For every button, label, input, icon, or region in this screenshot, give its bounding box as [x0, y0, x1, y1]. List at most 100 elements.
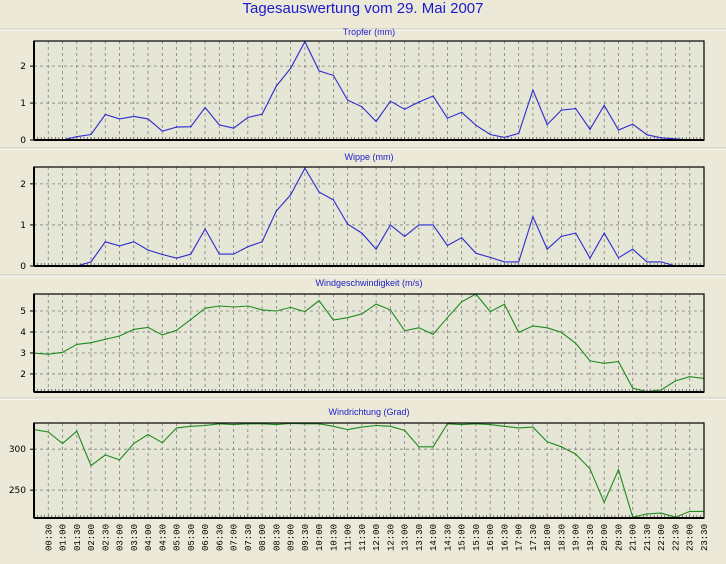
- x-tick-label: 01:30: [73, 524, 83, 551]
- data-point: [361, 426, 363, 428]
- data-point: [532, 216, 534, 218]
- data-point: [218, 253, 220, 255]
- data-point: [575, 108, 577, 110]
- x-tick-label: 19:00: [572, 524, 582, 551]
- data-point: [104, 241, 106, 243]
- x-tick-label: 17:00: [515, 524, 525, 551]
- plot-background: [34, 423, 704, 518]
- data-point: [361, 106, 363, 108]
- plot-background: [34, 41, 704, 140]
- chart-title: Tagesauswertung vom 29. Mai 2007: [242, 0, 484, 17]
- data-point: [161, 253, 163, 256]
- data-point: [375, 248, 377, 250]
- data-point: [232, 127, 235, 129]
- data-point: [646, 134, 648, 136]
- data-point: [76, 430, 78, 432]
- data-point: [247, 246, 249, 248]
- data-point: [61, 442, 64, 445]
- data-point: [575, 453, 577, 455]
- data-point: [118, 335, 121, 337]
- data-point: [518, 331, 520, 334]
- y-tick-label: 0: [20, 136, 26, 146]
- data-point: [147, 326, 149, 328]
- data-point: [617, 257, 620, 259]
- data-point: [261, 309, 263, 311]
- data-point: [418, 101, 420, 103]
- series-line: [33, 422, 704, 518]
- data-point: [461, 301, 463, 303]
- y-tick-label: 5: [20, 307, 26, 317]
- data-point: [204, 106, 206, 109]
- x-tick-label: 15:30: [472, 524, 482, 551]
- data-point: [603, 232, 605, 234]
- data-point: [660, 137, 662, 139]
- panel-title: Tropfer (mm): [343, 27, 395, 37]
- data-point: [503, 136, 506, 139]
- data-point: [161, 130, 163, 132]
- data-point: [589, 128, 591, 130]
- data-point: [375, 424, 377, 427]
- data-point: [546, 441, 548, 443]
- panel-title: Wippe (mm): [345, 152, 394, 162]
- data-point: [104, 113, 106, 116]
- data-point: [275, 210, 277, 212]
- data-point: [489, 424, 491, 426]
- data-point: [218, 305, 220, 307]
- x-tick-label: 12:00: [372, 524, 382, 551]
- x-tick-label: 01:00: [59, 524, 69, 551]
- data-point: [361, 313, 363, 315]
- data-point: [603, 501, 605, 504]
- x-tick-label: 18:00: [543, 524, 553, 551]
- y-tick-label: 1: [20, 99, 26, 109]
- data-point: [304, 311, 306, 313]
- data-point: [446, 117, 449, 119]
- x-tick-label: 15:00: [458, 524, 468, 551]
- y-tick-label: 0: [20, 262, 26, 272]
- data-point: [518, 261, 520, 263]
- x-tick-label: 19:30: [586, 524, 596, 551]
- data-point: [560, 235, 563, 238]
- data-point: [375, 303, 377, 305]
- data-point: [318, 300, 320, 302]
- data-point: [318, 191, 320, 193]
- x-tick-label: 20:00: [600, 524, 610, 551]
- data-point: [532, 426, 534, 428]
- data-point: [404, 429, 406, 431]
- data-point: [289, 306, 292, 309]
- data-point: [147, 249, 149, 251]
- data-point: [204, 424, 206, 427]
- data-point: [90, 133, 92, 136]
- data-point: [261, 113, 263, 115]
- x-tick-label: 09:00: [287, 524, 297, 551]
- series-line: [33, 293, 705, 393]
- y-tick-label: 3: [20, 349, 26, 359]
- x-tick-label: 05:00: [173, 524, 183, 551]
- data-point: [418, 446, 420, 448]
- x-tick-label: 02:30: [101, 524, 111, 551]
- data-point: [76, 136, 78, 138]
- data-point: [133, 241, 135, 243]
- data-point: [133, 328, 135, 330]
- data-point: [632, 123, 634, 125]
- x-tick-label: 13:30: [415, 524, 425, 551]
- data-point: [503, 261, 506, 263]
- data-point: [161, 442, 163, 444]
- y-tick-label: 2: [20, 62, 26, 72]
- data-point: [204, 228, 206, 230]
- data-point: [332, 74, 334, 76]
- data-point: [318, 70, 320, 72]
- data-point: [489, 311, 491, 313]
- data-point: [546, 327, 548, 329]
- data-point: [432, 95, 434, 97]
- data-point: [489, 256, 491, 258]
- series-line: [34, 40, 704, 141]
- data-point: [689, 510, 691, 513]
- data-point: [475, 252, 477, 254]
- data-point: [418, 327, 420, 329]
- data-point: [175, 257, 178, 259]
- data-point: [404, 235, 406, 238]
- data-point: [204, 307, 206, 309]
- plot-background: [34, 167, 704, 266]
- data-point: [47, 353, 49, 355]
